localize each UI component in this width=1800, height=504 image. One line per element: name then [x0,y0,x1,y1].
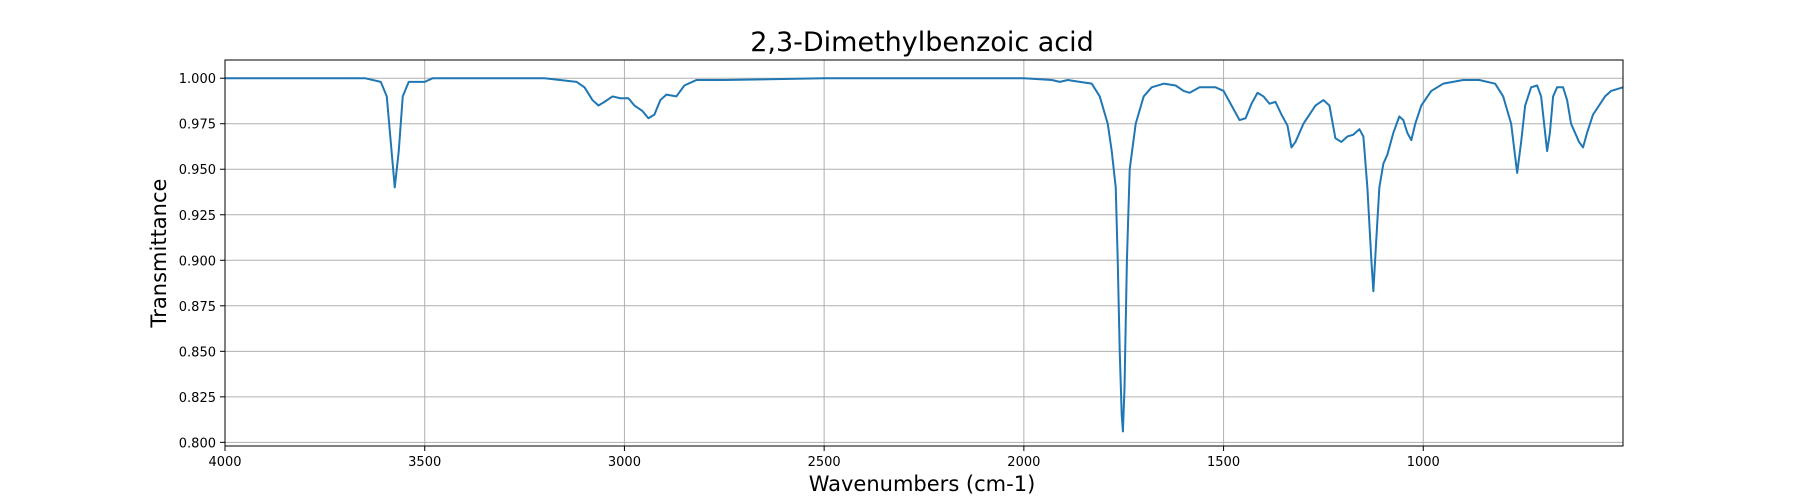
x-tick-label: 2000 [1007,455,1040,470]
y-axis-title: Transmittance [147,179,171,329]
y-tick-label: 0.800 [179,436,216,451]
x-tick-label: 4000 [208,455,241,470]
y-tick-label: 0.875 [179,300,216,315]
x-tick-label: 3000 [608,455,641,470]
y-tick-label: 0.850 [179,345,216,360]
y-tick-label: 0.975 [179,118,216,133]
y-tick-label: 0.925 [179,209,216,224]
x-tick-label: 2500 [808,455,841,470]
y-tick-label: 0.950 [179,163,216,178]
series-layer [225,77,1624,433]
x-tick-label: 1000 [1407,455,1440,470]
axes: 4000 3500 3000 2500 2000 1500 1000 0.800 0.825 0.… [179,59,1624,470]
x-tick-label: 3500 [408,455,441,470]
y-tick-label: 0.900 [179,254,216,269]
chart-title: 2,3-Dimethylbenzoic acid [750,27,1094,58]
y-tick-label: 1.000 [179,72,216,87]
x-tick-label: 1500 [1207,455,1240,470]
x-axis-title: Wavenumbers (cm-1) [809,472,1036,496]
grid-lines [224,60,1623,446]
plot-frame [224,59,1624,447]
y-tick-label: 0.825 [179,391,216,406]
spectrum-line [225,77,1624,433]
